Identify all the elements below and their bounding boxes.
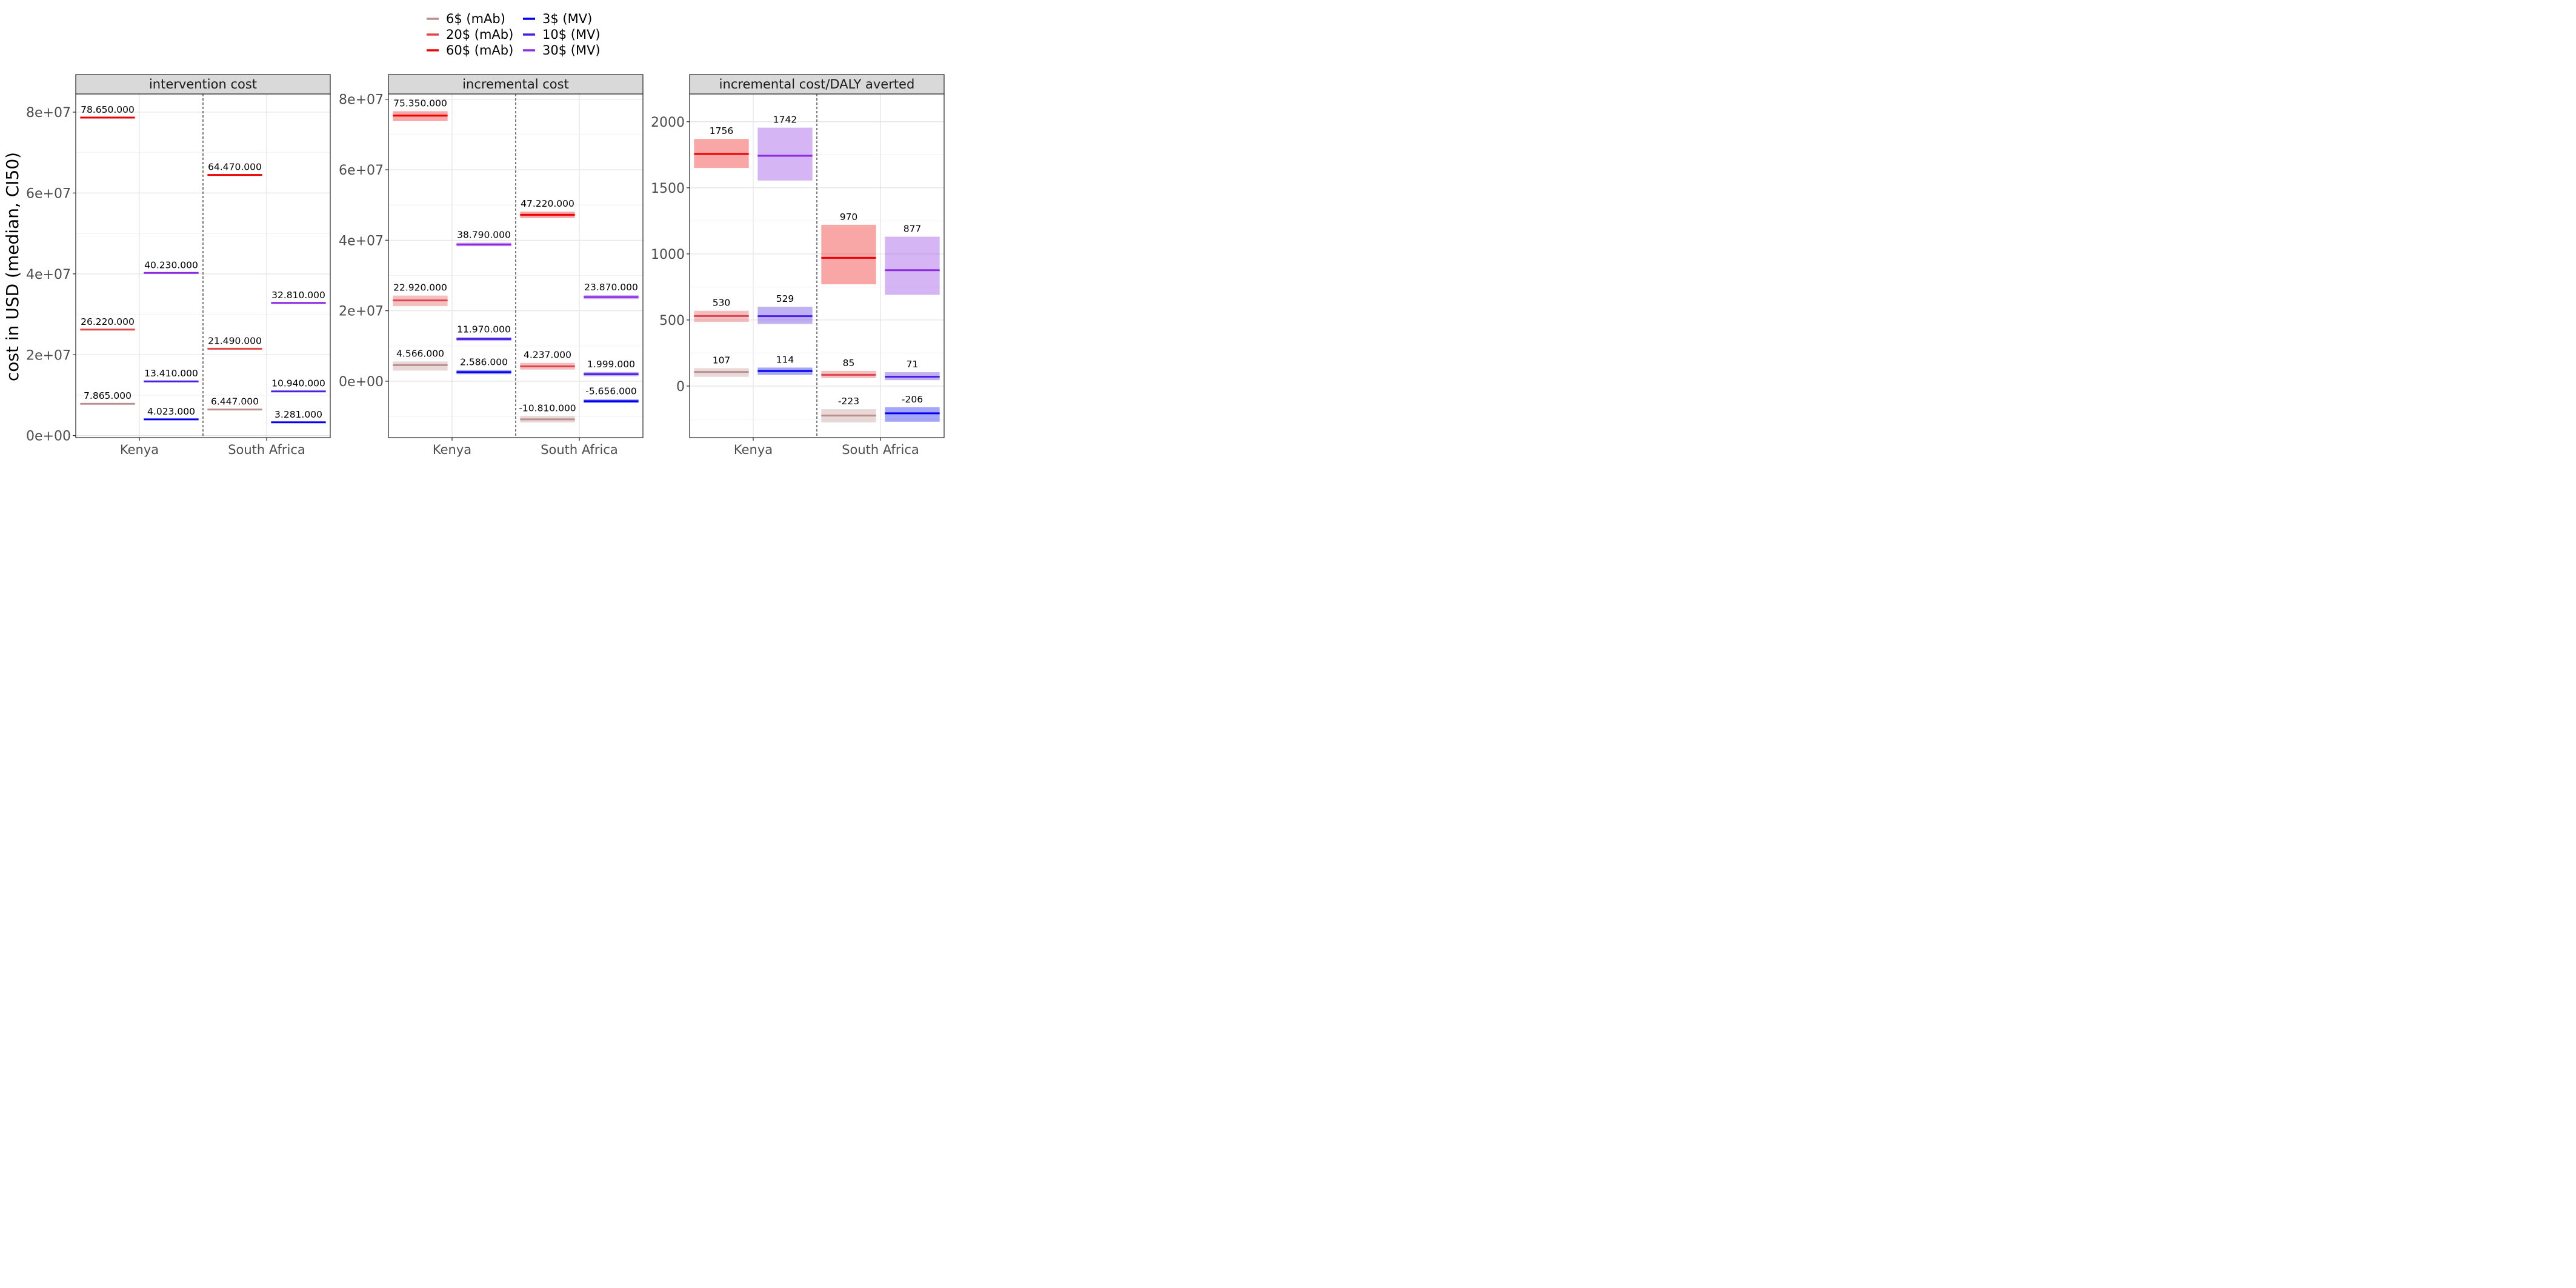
value-label: 22.920.000 <box>393 282 447 293</box>
value-label: 529 <box>776 293 794 304</box>
value-label: 40.230.000 <box>144 259 198 270</box>
value-label: 4.023.000 <box>147 406 195 417</box>
facet-strip <box>75 74 331 95</box>
value-label: 3.281.000 <box>275 409 322 420</box>
value-label: 4.566.000 <box>396 348 444 359</box>
value-label: 2.586.000 <box>460 356 508 367</box>
y-axis-title: cost in USD (median, CI50) <box>2 152 22 381</box>
legend-label: 60$ (mAb) <box>446 43 513 58</box>
y-tick-label: 8e+07 <box>339 93 384 108</box>
value-label: 4.237.000 <box>524 350 571 361</box>
legend-item: 60$ (mAb) <box>427 43 513 58</box>
ci-band <box>885 407 940 422</box>
value-label: 26.220.000 <box>81 316 135 327</box>
ci-band <box>757 127 813 181</box>
x-tick-label: Kenya <box>734 442 773 457</box>
value-label: 71 <box>907 359 919 370</box>
value-label: 970 <box>840 212 858 222</box>
panel: 4.566.000 -10.810.000 22.920.000 4.237.000 7… <box>339 74 644 457</box>
y-tick-label: 0e+00 <box>26 429 71 444</box>
value-label: 64.470.000 <box>208 162 262 173</box>
y-tick-label: 2000 <box>651 115 685 130</box>
x-tick-label: South Africa <box>842 442 919 457</box>
ci-band <box>393 361 448 371</box>
x-tick-label: Kenya <box>120 442 159 457</box>
value-label: 32.810.000 <box>271 290 325 301</box>
value-label: 10.940.000 <box>271 378 325 389</box>
value-label: 114 <box>776 354 794 365</box>
ci-band <box>885 236 940 295</box>
value-label: 1.999.000 <box>587 359 635 370</box>
legend-label: 10$ (MV) <box>542 27 601 42</box>
legend-label: 3$ (MV) <box>542 12 592 26</box>
panel: 7.865.000 6.447.000 26.220.000 21.490.000 78… <box>26 74 331 457</box>
value-label: 877 <box>904 224 922 235</box>
facet-title: intervention cost <box>149 77 257 92</box>
x-tick-label: South Africa <box>541 442 618 457</box>
y-tick-label: 0 <box>676 379 685 395</box>
value-label: 13.410.000 <box>144 368 198 379</box>
facet-title: incremental cost/DALY averted <box>719 77 915 92</box>
value-label: 6.447.000 <box>211 396 259 407</box>
value-label: -206 <box>902 394 923 405</box>
legend-item: 10$ (MV) <box>523 27 601 42</box>
legend-item: 20$ (mAb) <box>427 27 513 42</box>
legend-item: 30$ (MV) <box>523 43 601 58</box>
value-label: 11.970.000 <box>457 324 511 335</box>
y-tick-label: 4e+07 <box>26 267 71 282</box>
y-tick-label: 6e+07 <box>26 186 71 201</box>
value-label: 530 <box>713 298 731 309</box>
value-label: 47.220.000 <box>521 198 574 209</box>
value-label: -10.810.000 <box>519 403 576 414</box>
facet-title: incremental cost <box>462 77 569 92</box>
facet-strip <box>388 74 644 95</box>
value-label: 7.865.000 <box>84 390 131 401</box>
panel: 107 -223 530 85 1756 970 114 -206 529 71 1742 877 in… <box>651 74 945 457</box>
chart-figure: cost in USD (median, CI50) 6$ (mAb)20$ (… <box>2 12 945 457</box>
ci-band <box>821 224 876 285</box>
legend-label: 30$ (MV) <box>542 43 601 58</box>
y-tick-label: 500 <box>659 313 685 329</box>
figure: cost in USD (median, CI50) 6$ (mAb) 20$ (… <box>0 0 950 475</box>
value-label: 78.650.000 <box>81 104 135 115</box>
y-tick-label: 1500 <box>651 181 685 196</box>
value-label: 1756 <box>710 125 733 136</box>
value-label: 1742 <box>773 115 797 125</box>
facet-strip <box>689 74 945 95</box>
legend-label: 20$ (mAb) <box>446 27 513 42</box>
legend-item: 3$ (MV) <box>523 12 592 26</box>
value-label: 21.490.000 <box>208 335 262 346</box>
legend-item: 6$ (mAb) <box>427 12 505 26</box>
value-label: 38.790.000 <box>457 229 511 240</box>
y-tick-label: 4e+07 <box>339 233 384 249</box>
value-label: 107 <box>713 355 731 366</box>
legend: 6$ (mAb)20$ (mAb)60$ (mAb) 3$ (MV)10$ (MV… <box>427 12 601 58</box>
value-label: -223 <box>838 396 859 407</box>
x-tick-label: Kenya <box>433 442 471 457</box>
legend-label: 6$ (mAb) <box>446 12 505 26</box>
y-tick-label: 8e+07 <box>26 105 71 121</box>
value-label: -5.656.000 <box>585 386 636 397</box>
y-tick-label: 0e+00 <box>339 375 384 390</box>
panels: 7.865.000 6.447.000 26.220.000 21.490.000 78… <box>26 74 945 457</box>
value-label: 85 <box>843 358 855 369</box>
y-tick-label: 6e+07 <box>339 163 384 178</box>
y-tick-label: 1000 <box>651 247 685 262</box>
value-label: 75.350.000 <box>393 98 447 108</box>
value-label: 23.870.000 <box>584 282 638 293</box>
y-tick-label: 2e+07 <box>339 304 384 319</box>
x-tick-label: South Africa <box>228 442 305 457</box>
y-tick-label: 2e+07 <box>26 348 71 363</box>
